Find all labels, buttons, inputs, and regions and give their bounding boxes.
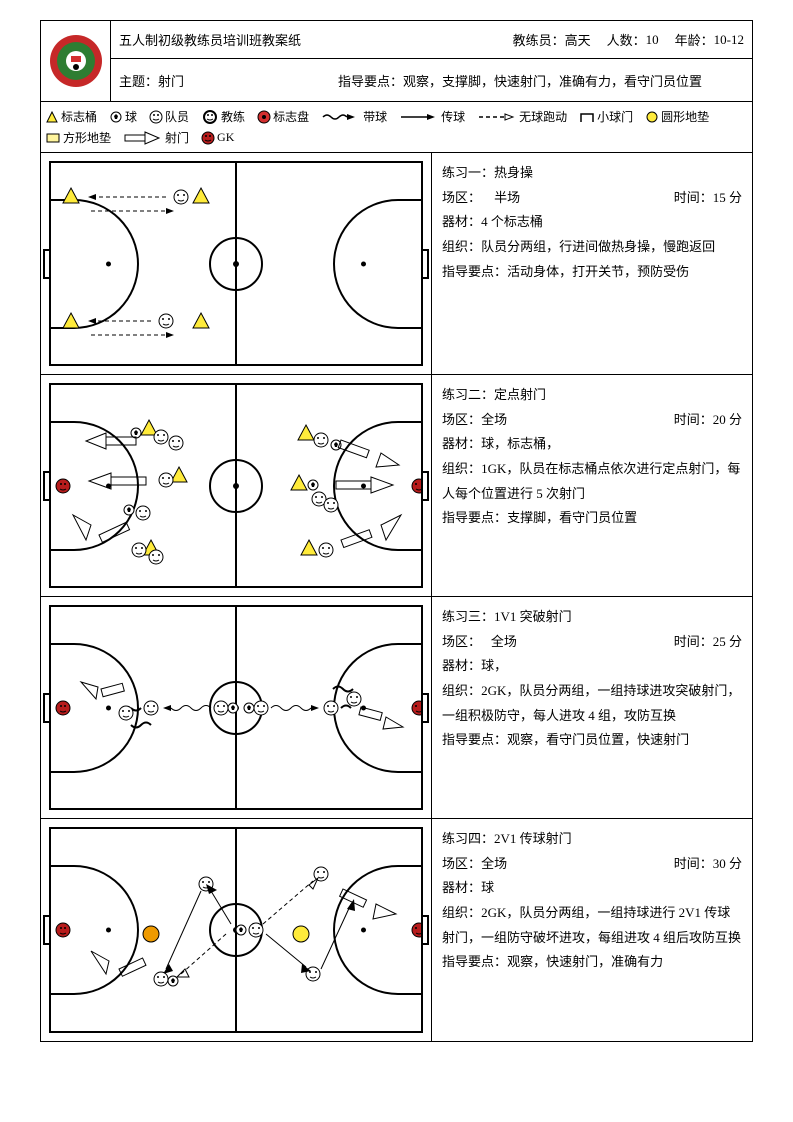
field-diagram-1 [41, 153, 432, 374]
exercise-4-desc: 练习四：2V1 传球射门 场区：全场时间：30 分 器材：球 组织：2GK，队员… [432, 819, 752, 1041]
exercise-3-desc: 练习三：1V1 突破射门 场区： 全场时间：25 分 器材：球， 组织：2GK，… [432, 597, 752, 818]
shoot-icon [123, 131, 163, 145]
marker-disc-icon [257, 110, 271, 124]
round-pad-icon [645, 110, 659, 124]
exercise-2-desc: 练习二：定点射门 场区：全场时间：20 分 器材：球，标志桶， 组织：1GK，队… [432, 375, 752, 596]
exercise-title: 练习一：热身操 [442, 161, 742, 186]
exercises-container: 练习一：热身操 场区： 半场时间：15 分 器材：4 个标志桶 组织：队员分两组… [40, 153, 753, 1042]
player-icon [149, 110, 163, 124]
square-pad-icon [45, 131, 61, 145]
legend-dribble: 带球 [321, 108, 387, 125]
legend-pass: 传球 [399, 108, 465, 125]
legend-square-pad: 方形地垫 [45, 129, 111, 146]
exercise-title: 练习二：定点射门 [442, 383, 742, 408]
exercise-title: 练习三：1V1 突破射门 [442, 605, 742, 630]
cone-icon [45, 110, 59, 124]
run-icon [477, 111, 517, 123]
legend-player: 队员 [149, 108, 189, 125]
exercise-3: 练习三：1V1 突破射门 场区： 全场时间：25 分 器材：球， 组织：2GK，… [41, 597, 752, 819]
legend-coach: 教练 [201, 108, 245, 125]
federation-logo-icon [48, 33, 104, 89]
exercise-1: 练习一：热身操 场区： 半场时间：15 分 器材：4 个标志桶 组织：队员分两组… [41, 153, 752, 375]
gk-icon [201, 131, 215, 145]
exercise-2: 练习二：定点射门 场区：全场时间：20 分 器材：球，标志桶， 组织：1GK，队… [41, 375, 752, 597]
legend-marker: 标志盘 [257, 108, 309, 125]
field-diagram-2 [41, 375, 432, 596]
legend-ball: 球 [109, 108, 137, 125]
legend-run: 无球跑动 [477, 108, 567, 125]
age-field: 年龄：10-12 [667, 21, 752, 58]
legend-cone: 标志桶 [45, 108, 97, 125]
dribble-icon [321, 111, 361, 123]
legend: 标志桶 球 队员 教练 标志盘 带球 传球 无球跑动 小球门 圆形地垫 方形地垫… [40, 102, 753, 153]
coach-icon [201, 110, 219, 124]
page-title: 五人制初级教练员培训班教案纸 [111, 21, 505, 58]
exercise-1-desc: 练习一：热身操 场区： 半场时间：15 分 器材：4 个标志桶 组织：队员分两组… [432, 153, 752, 374]
ball-icon [109, 110, 123, 124]
legend-small-goal: 小球门 [579, 108, 633, 125]
field-diagram-3 [41, 597, 432, 818]
exercise-4: 练习四：2V1 传球射门 场区：全场时间：30 分 器材：球 组织：2GK，队员… [41, 819, 752, 1041]
legend-round-pad: 圆形地垫 [645, 108, 709, 125]
header: 五人制初级教练员培训班教案纸 教练员：高天 人数：10 年龄：10-12 主题：… [40, 20, 753, 102]
field-diagram-4 [41, 819, 432, 1041]
exercise-title: 练习四：2V1 传球射门 [442, 827, 742, 852]
guidance-field: 指导要点：观察，支撑脚，快速射门，准确有力，看守门员位置 [330, 59, 752, 101]
logo-cell [41, 21, 111, 101]
legend-shoot: 射门 [123, 129, 189, 146]
small-goal-icon [579, 110, 595, 124]
coach-field: 教练员：高天 [505, 21, 599, 58]
lesson-plan-page: 五人制初级教练员培训班教案纸 教练员：高天 人数：10 年龄：10-12 主题：… [0, 0, 793, 1122]
legend-gk: GK [201, 130, 234, 145]
theme-field: 主题：射门 [111, 59, 330, 101]
count-field: 人数：10 [599, 21, 667, 58]
pass-icon [399, 111, 439, 123]
